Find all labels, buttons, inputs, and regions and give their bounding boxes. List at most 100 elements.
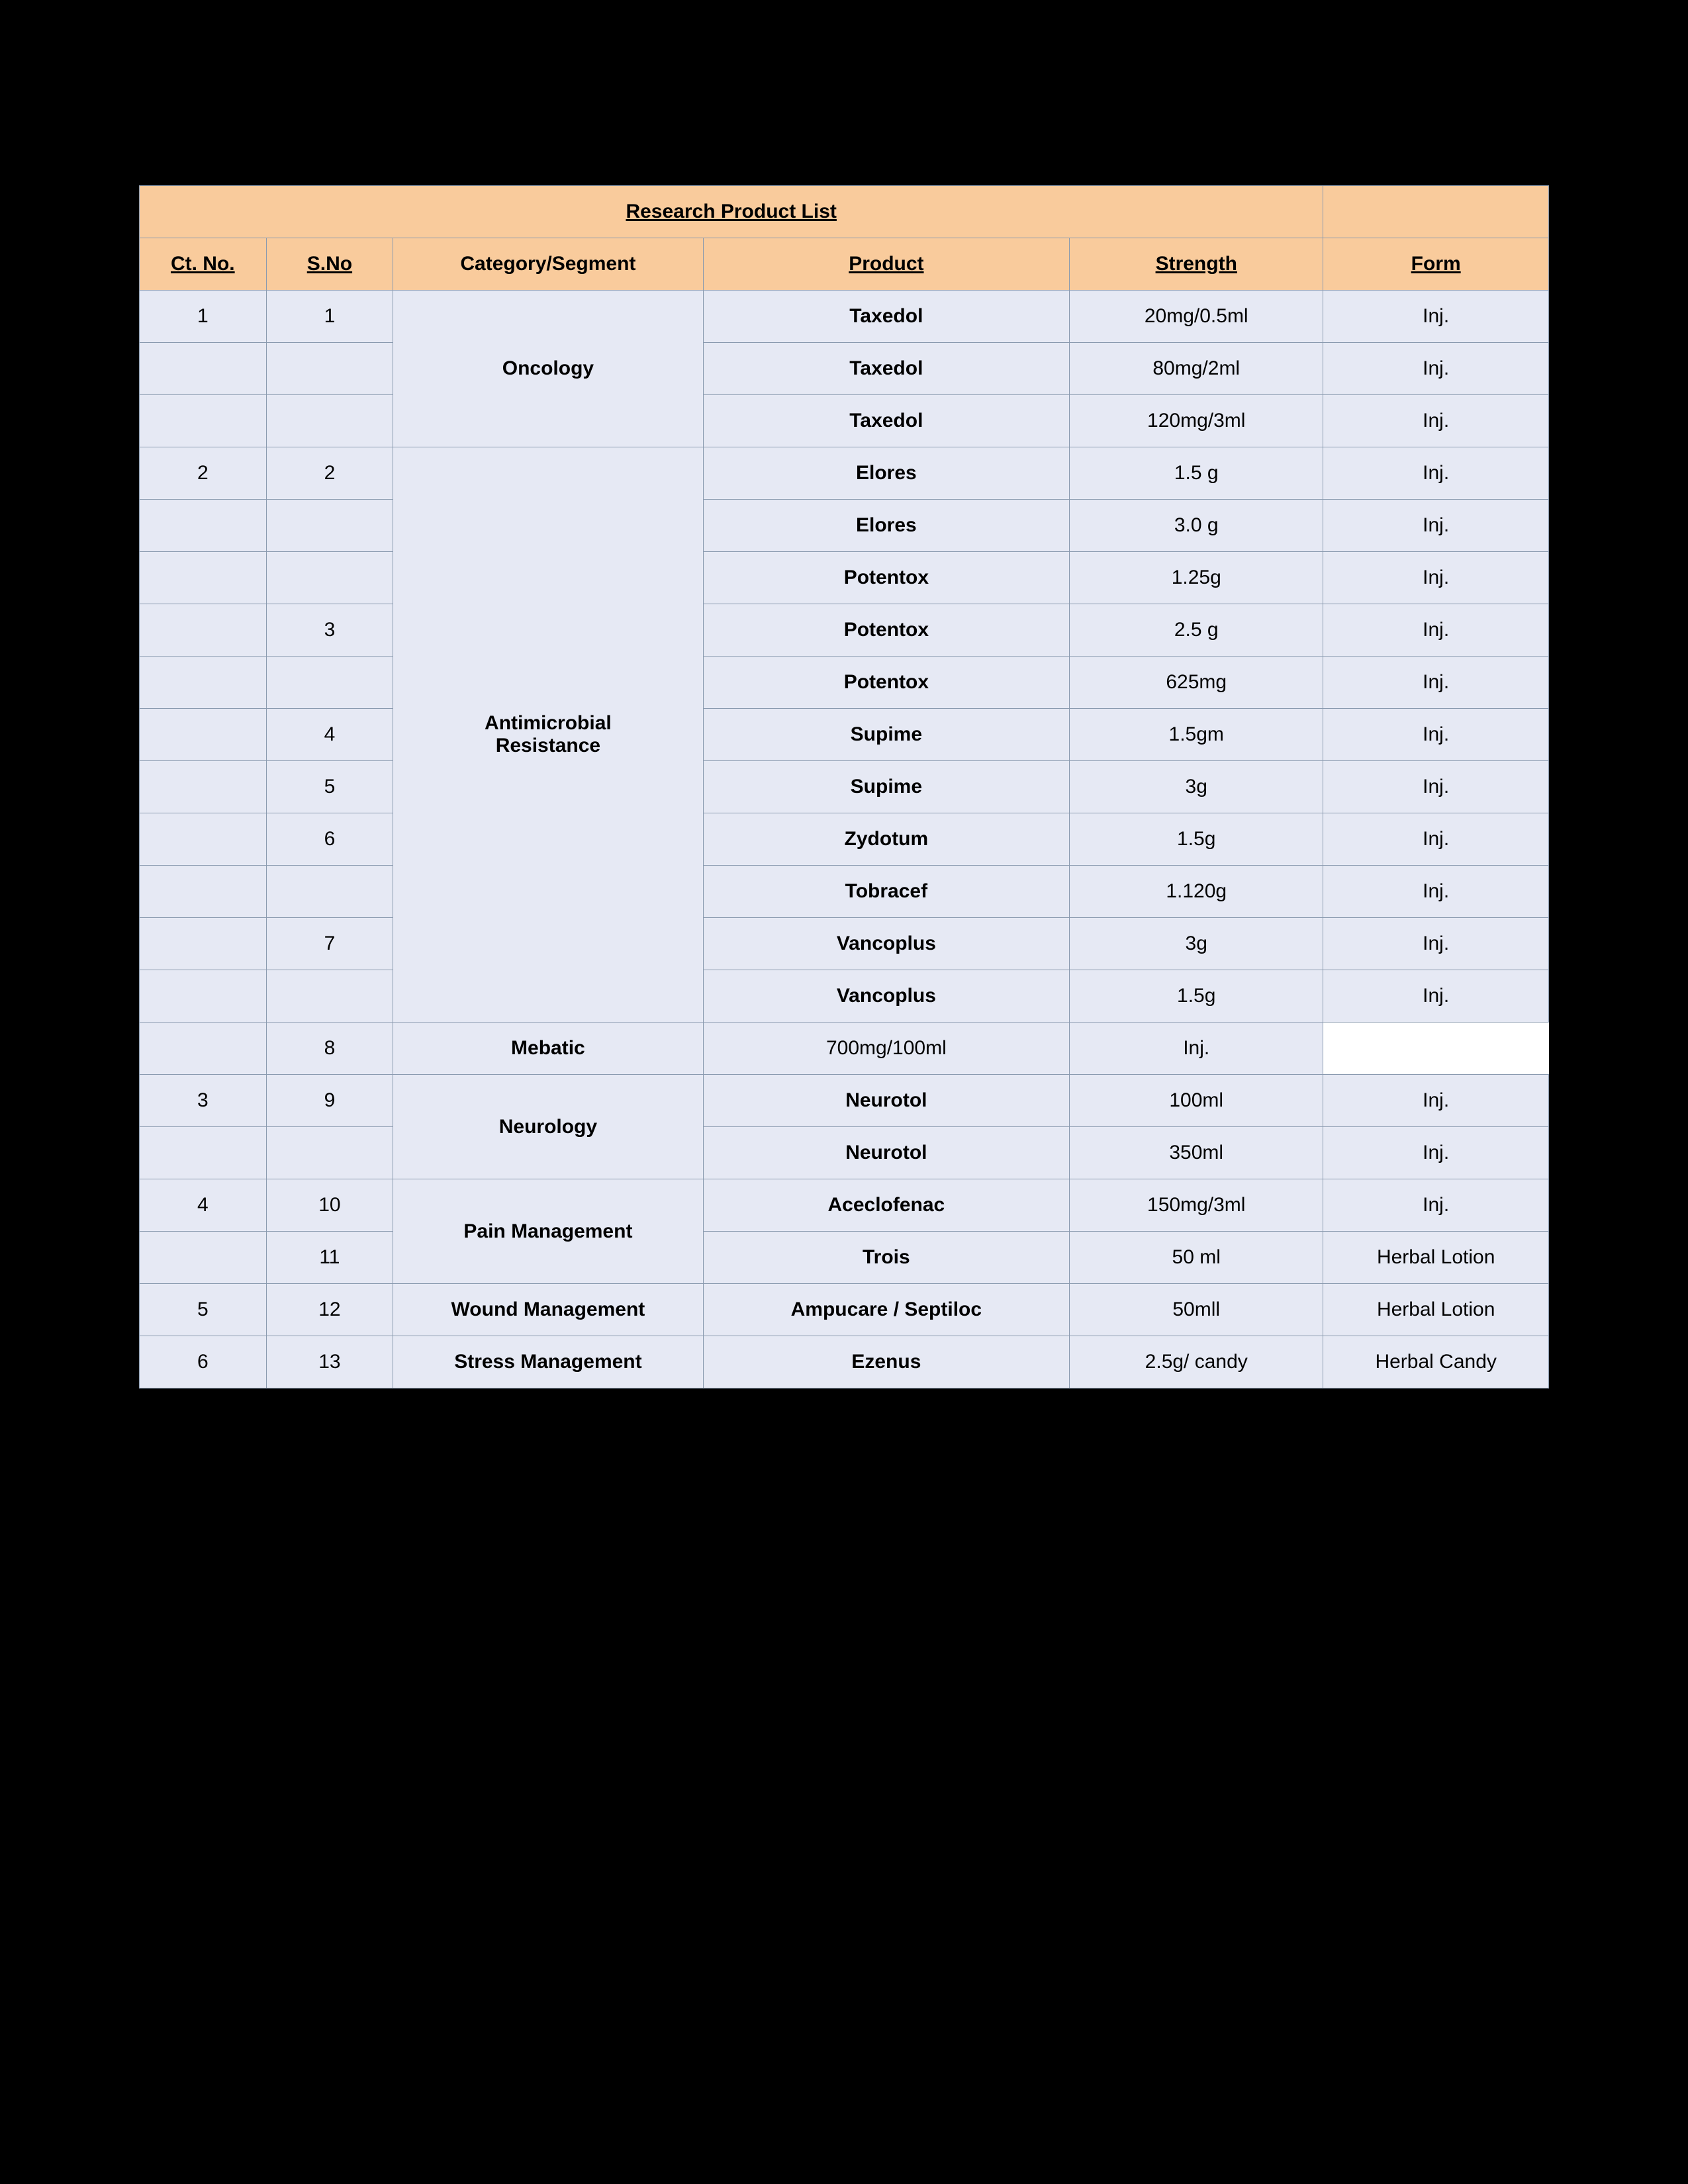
product-cell: Neurotol — [703, 1075, 1070, 1127]
strength-cell: 700mg/100ml — [703, 1023, 1070, 1075]
form-cell: Inj. — [1323, 500, 1549, 552]
sno-cell: 10 — [266, 1179, 393, 1232]
product-list-container: Research Product List Ct. No. S.No Categ… — [139, 185, 1549, 1388]
table-row: 5Supime3gInj. — [140, 761, 1549, 813]
ct-cell: 5 — [140, 1284, 267, 1336]
product-cell: Aceclofenac — [703, 1179, 1070, 1232]
form-cell: Herbal Lotion — [1323, 1232, 1549, 1284]
product-cell: Potentox — [703, 657, 1070, 709]
strength-cell: 1.120g — [1070, 866, 1323, 918]
table-row: 6Zydotum1.5gInj. — [140, 813, 1549, 866]
sno-cell — [266, 970, 393, 1023]
ct-cell: 4 — [140, 1179, 267, 1232]
strength-cell: 2.5 g — [1070, 604, 1323, 657]
ct-cell — [140, 970, 267, 1023]
product-cell: Potentox — [703, 604, 1070, 657]
ct-cell — [140, 395, 267, 447]
ct-cell — [140, 604, 267, 657]
table-row: Potentox1.25gInj. — [140, 552, 1549, 604]
table-row: Potentox625mgInj. — [140, 657, 1549, 709]
sno-cell: 3 — [266, 604, 393, 657]
form-cell: Inj. — [1323, 1127, 1549, 1179]
strength-cell: 1.5gm — [1070, 709, 1323, 761]
table-row: 410Pain ManagementAceclofenac150mg/3mlIn… — [140, 1179, 1549, 1232]
category-cell: Neurology — [393, 1075, 703, 1179]
sno-cell — [266, 552, 393, 604]
table-row: 4Supime1.5gmInj. — [140, 709, 1549, 761]
sno-cell: 13 — [266, 1336, 393, 1388]
ct-cell — [140, 1023, 267, 1075]
table-head: Research Product List Ct. No. S.No Categ… — [140, 186, 1549, 291]
table-row: Neurotol350mlInj. — [140, 1127, 1549, 1179]
strength-cell: 120mg/3ml — [1070, 395, 1323, 447]
strength-cell: 80mg/2ml — [1070, 343, 1323, 395]
ct-cell — [140, 813, 267, 866]
sno-cell — [266, 1127, 393, 1179]
form-cell: Inj. — [1070, 1023, 1323, 1075]
strength-cell: 1.25g — [1070, 552, 1323, 604]
form-cell: Inj. — [1323, 813, 1549, 866]
sno-cell: 8 — [266, 1023, 393, 1075]
product-cell: Supime — [703, 761, 1070, 813]
ct-cell — [140, 918, 267, 970]
product-cell: Vancoplus — [703, 918, 1070, 970]
product-cell: Vancoplus — [703, 970, 1070, 1023]
ct-cell — [140, 1127, 267, 1179]
strength-cell: 350ml — [1070, 1127, 1323, 1179]
category-cell: AntimicrobialResistance — [393, 447, 703, 1023]
form-cell: Inj. — [1323, 552, 1549, 604]
product-cell: Taxedol — [703, 395, 1070, 447]
product-cell: Taxedol — [703, 343, 1070, 395]
table-row: 7Vancoplus3gInj. — [140, 918, 1549, 970]
table-row: Vancoplus1.5gInj. — [140, 970, 1549, 1023]
ct-cell — [140, 500, 267, 552]
strength-cell: 100ml — [1070, 1075, 1323, 1127]
form-cell: Inj. — [1323, 761, 1549, 813]
ct-cell: 1 — [140, 291, 267, 343]
header-ct: Ct. No. — [140, 238, 267, 291]
product-cell: Mebatic — [393, 1023, 703, 1075]
strength-cell: 50mll — [1070, 1284, 1323, 1336]
sno-cell: 5 — [266, 761, 393, 813]
form-cell: Inj. — [1323, 447, 1549, 500]
form-cell: Inj. — [1323, 1179, 1549, 1232]
ct-cell — [140, 709, 267, 761]
strength-cell: 20mg/0.5ml — [1070, 291, 1323, 343]
table-row: 39NeurologyNeurotol100mlInj. — [140, 1075, 1549, 1127]
table-body: 11OncologyTaxedol20mg/0.5mlInj.Taxedol80… — [140, 291, 1549, 1388]
product-cell: Neurotol — [703, 1127, 1070, 1179]
ct-cell: 2 — [140, 447, 267, 500]
table-row: 11OncologyTaxedol20mg/0.5mlInj. — [140, 291, 1549, 343]
form-cell: Inj. — [1323, 657, 1549, 709]
form-cell: Inj. — [1323, 291, 1549, 343]
ct-cell — [140, 761, 267, 813]
product-cell: Ampucare / Septiloc — [703, 1284, 1070, 1336]
ct-cell: 6 — [140, 1336, 267, 1388]
sno-cell — [266, 343, 393, 395]
category-cell: Wound Management — [393, 1284, 703, 1336]
sno-cell: 6 — [266, 813, 393, 866]
sno-cell — [266, 657, 393, 709]
strength-cell: 3g — [1070, 918, 1323, 970]
strength-cell: 50 ml — [1070, 1232, 1323, 1284]
ct-cell — [140, 866, 267, 918]
header-row: Ct. No. S.No Category/Segment Product St… — [140, 238, 1549, 291]
product-cell: Potentox — [703, 552, 1070, 604]
form-cell: Herbal Lotion — [1323, 1284, 1549, 1336]
header-form: Form — [1323, 238, 1549, 291]
ct-cell: 3 — [140, 1075, 267, 1127]
category-cell: Oncology — [393, 291, 703, 447]
strength-cell: 3.0 g — [1070, 500, 1323, 552]
ct-cell — [140, 1232, 267, 1284]
sno-cell: 7 — [266, 918, 393, 970]
sno-cell: 2 — [266, 447, 393, 500]
table-row: 22AntimicrobialResistanceElores1.5 gInj. — [140, 447, 1549, 500]
ct-cell — [140, 343, 267, 395]
page-title: Research Product List — [140, 186, 1323, 238]
sno-cell: 1 — [266, 291, 393, 343]
strength-cell: 2.5g/ candy — [1070, 1336, 1323, 1388]
product-cell: Taxedol — [703, 291, 1070, 343]
table-row: 8Mebatic700mg/100mlInj. — [140, 1023, 1549, 1075]
form-cell: Inj. — [1323, 866, 1549, 918]
table-row: 512Wound ManagementAmpucare / Septiloc50… — [140, 1284, 1549, 1336]
